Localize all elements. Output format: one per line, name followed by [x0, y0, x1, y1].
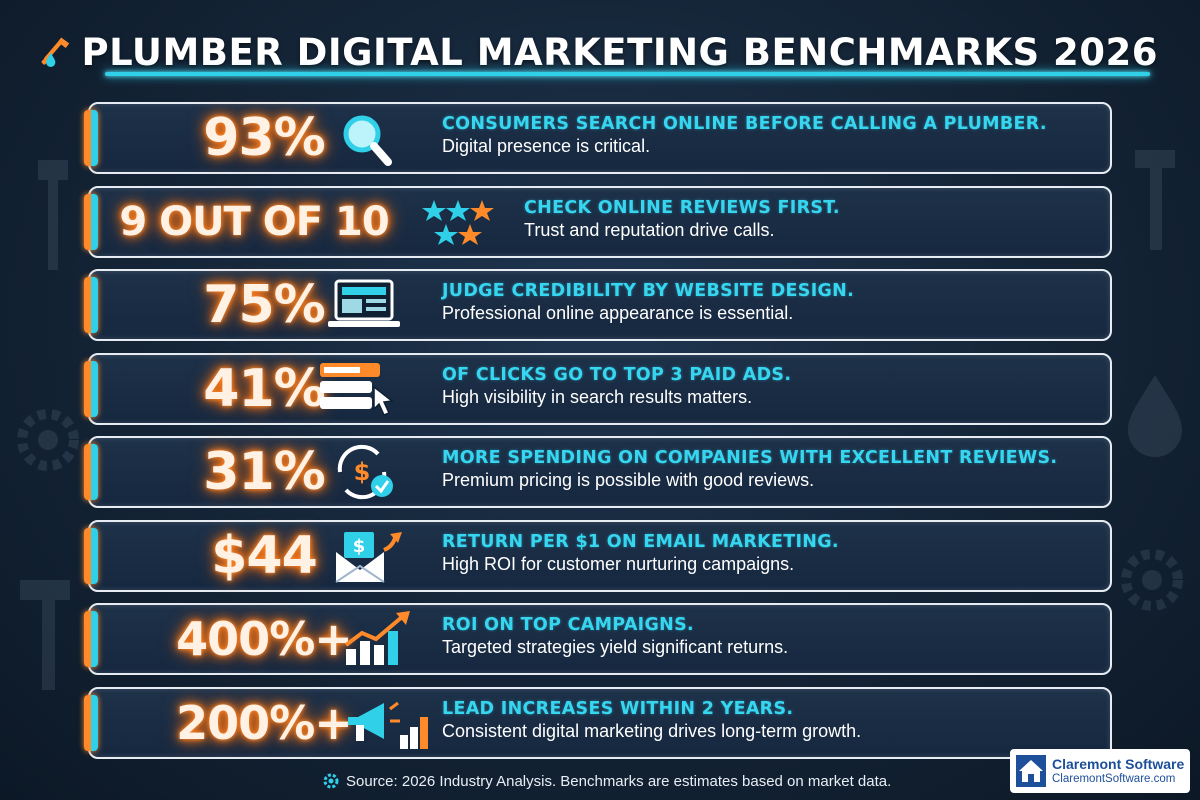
stat-value: $44 [211, 525, 318, 586]
megaphone-bar-chart-icon [348, 701, 428, 749]
stat-value: 9 OUT OF 10 [119, 198, 389, 245]
star-rating-icon [422, 199, 494, 245]
brand-url[interactable]: ClaremontSoftware.com [1052, 773, 1176, 785]
stat-headline: JUDGE CREDIBILITY BY WEBSITE DESIGN. [442, 281, 855, 301]
dollar-envelope-icon: $ [335, 531, 402, 583]
stat-subtext: Premium pricing is possible with good re… [442, 470, 815, 490]
stat-subtext: High visibility in search results matter… [442, 386, 753, 407]
source-text: Source: 2026 Industry Analysis. Benchmar… [346, 772, 892, 790]
magnifying-glass-icon [343, 115, 392, 166]
svg-text:$: $ [354, 458, 371, 486]
gear-icon [323, 773, 339, 789]
row-accent-tab [84, 444, 98, 500]
stat-row-website: 75% JUDGE CREDIBILITY BY WEBSITE DESIGN.… [84, 269, 1112, 341]
stat-text: CONSUMERS SEARCH ONLINE BEFORE CALLING A… [442, 114, 1096, 157]
brand-name: Claremont Software [1052, 756, 1185, 772]
growth-chart-arrow-icon [344, 611, 410, 665]
stat-headline: LEAD INCREASES WITHIN 2 YEARS. [442, 698, 794, 719]
stat-text: MORE SPENDING ON COMPANIES WITH EXCELLEN… [442, 448, 1096, 491]
row-accent-tab [84, 527, 98, 584]
stat-headline: MORE SPENDING ON COMPANIES WITH EXCELLEN… [442, 448, 1058, 468]
stat-row-paid-ads: 41% OF CLICKS GO TO TOP 3 PAID ADS. High… [84, 352, 1112, 425]
row-accent-tab [84, 694, 98, 751]
background-wrench-icon [38, 160, 68, 270]
background-pipe-wrench-icon [20, 580, 70, 690]
stat-headline: OF CLICKS GO TO TOP 3 PAID ADS. [442, 364, 792, 385]
stat-value: 400%+ [176, 612, 353, 666]
background-gear-icon-right [1121, 549, 1183, 611]
stat-headline: CHECK ONLINE REVIEWS FIRST. [524, 197, 840, 218]
stat-text: CHECK ONLINE REVIEWS FIRST. Trust and re… [524, 198, 1096, 241]
stat-subtext: Consistent digital marketing drives long… [442, 720, 862, 741]
row-accent-tab [84, 193, 98, 250]
row-accent-tab [84, 110, 98, 166]
laptop-icon [328, 279, 400, 327]
stat-subtext: Targeted strategies yield significant re… [442, 637, 789, 657]
background-gear-icon [17, 409, 79, 471]
stat-headline: RETURN PER $1 ON EMAIL MARKETING. [442, 531, 839, 552]
stat-value: 93% [203, 108, 325, 168]
background-wrench-icon-right [1135, 150, 1175, 250]
stat-row-spending: 31% $ MORE SPENDING ON COMPANIES WITH EX… [84, 436, 1112, 508]
row-accent-tab [84, 277, 98, 333]
stat-row-email: $44 $ RETURN PER $1 ON EMAIL MARKETING. … [84, 519, 1112, 592]
search-results-cursor-icon [320, 362, 394, 416]
row-accent-tab [84, 611, 98, 667]
stat-subtext: Professional online appearance is essent… [442, 303, 794, 323]
brand-text: Claremont Software ClaremontSoftware.com [1052, 756, 1184, 786]
brand-badge[interactable]: Claremont Software ClaremontSoftware.com [1010, 749, 1190, 793]
stat-subtext: Trust and reputation drive calls. [524, 219, 775, 240]
stat-headline: CONSUMERS SEARCH ONLINE BEFORE CALLING A… [442, 114, 1047, 134]
stat-row-search: 93% CONSUMERS SEARCH ONLINE BEFORE CALLI… [84, 102, 1112, 174]
svg-text:$: $ [353, 536, 366, 557]
stat-row-roi: 400%+ ROI ON TOP CAMPAIGNS. Targeted str… [84, 603, 1112, 675]
header: PLUMBER DIGITAL MARKETING BENCHMARKS 202… [38, 22, 1158, 82]
stat-subtext: High ROI for customer nurturing campaign… [442, 553, 795, 574]
stat-text: LEAD INCREASES WITHIN 2 YEARS. Consisten… [442, 699, 1096, 742]
stat-headline: ROI ON TOP CAMPAIGNS. [442, 615, 694, 635]
source-note: Source: 2026 Industry Analysis. Benchmar… [322, 770, 891, 792]
stat-value: 31% [203, 442, 325, 502]
page-title: PLUMBER DIGITAL MARKETING BENCHMARKS 202… [81, 30, 1158, 74]
title-underline [105, 72, 1150, 76]
stat-value: 200%+ [176, 695, 353, 750]
house-logo-icon [1016, 755, 1046, 787]
stat-value: 75% [203, 275, 325, 335]
dollar-cycle-check-icon: $ [337, 444, 393, 500]
stats-list: 93% CONSUMERS SEARCH ONLINE BEFORE CALLI… [84, 102, 1112, 770]
stat-value: 41% [203, 358, 325, 419]
background-water-drop-icon [1128, 375, 1182, 457]
stat-text: OF CLICKS GO TO TOP 3 PAID ADS. High vis… [442, 365, 1096, 408]
stat-row-leads: 200%+ LEAD INCREASES WITHIN 2 YEARS. Con… [84, 686, 1112, 759]
stat-text: JUDGE CREDIBILITY BY WEBSITE DESIGN. Pro… [442, 281, 1096, 324]
stat-text: ROI ON TOP CAMPAIGNS. Targeted strategie… [442, 615, 1096, 658]
stat-subtext: Digital presence is critical. [442, 136, 651, 156]
wrench-water-drop-icon [41, 37, 70, 68]
stat-row-reviews: 9 OUT OF 10 CHECK ONLINE REVIEWS FIRST. … [84, 185, 1112, 258]
stat-text: RETURN PER $1 ON EMAIL MARKETING. High R… [442, 532, 1096, 575]
row-accent-tab [84, 360, 98, 417]
